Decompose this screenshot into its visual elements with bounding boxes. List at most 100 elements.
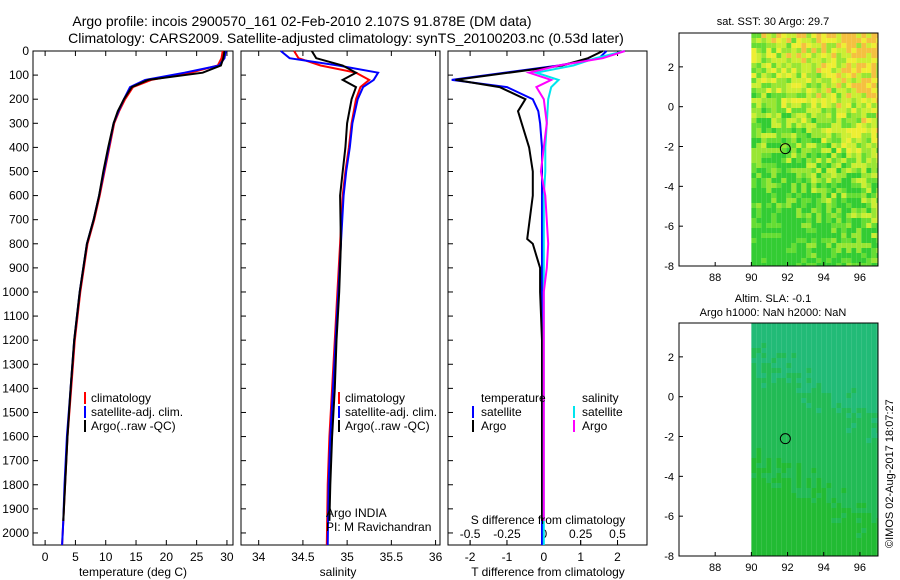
sst-cell [801,128,807,133]
sst-cell [851,98,857,103]
sst-cell [816,248,822,253]
sla-cell [781,368,787,373]
depth-tick-label: 100 [9,68,29,82]
sla-cell [776,428,782,433]
sst-cell [841,158,847,163]
sst-cell [836,118,842,123]
sst-cell [806,233,812,238]
sst-cell [751,33,757,38]
sla-cell [831,383,837,388]
sst-cell [751,113,757,118]
sst-cell [761,198,767,203]
sla-cell [796,423,802,428]
sst-cell [771,63,777,68]
sla-cell [821,458,827,463]
sla-cell [771,548,777,553]
sst-cell [766,83,772,88]
sst-cell [801,213,807,218]
sst-cell [761,173,767,178]
sst-cell [761,183,767,188]
sst-cell [761,133,767,138]
sla-cell [801,488,807,493]
sla-cell [826,448,832,453]
sla-cell [851,473,857,478]
sla-cell [771,418,777,423]
sla-cell [771,353,777,358]
sla-cell [851,548,857,553]
sla-cell [821,403,827,408]
sla-cell [766,448,772,453]
sst-cell [811,118,817,123]
sst-cell [766,188,772,193]
sst-cell [836,173,842,178]
sst-cell [761,48,767,53]
sla-cell [766,398,772,403]
sst-cell [761,258,767,263]
sla-cell [821,513,827,518]
sla-cell [831,543,837,548]
sla-cell [841,528,847,533]
sst-cell [876,133,878,138]
sla-cell [851,353,857,358]
sla-cell [846,438,852,443]
sst-cell [796,68,802,73]
sst-cell [811,63,817,68]
sst-cell [771,253,777,258]
sla-cell [766,488,772,493]
sla-cell [776,453,782,458]
sla-cell [821,363,827,368]
sla-cell [851,438,857,443]
sst-cell [831,173,837,178]
sla-cell [846,408,852,413]
sla-cell [806,458,812,463]
sst-cell [751,38,757,43]
sla-cell [766,473,772,478]
sla-cell [836,513,842,518]
sla-cell [861,398,867,403]
sla-cell [871,403,877,408]
sla-cell [761,513,767,518]
sst-cell [776,133,782,138]
sst-cell [781,178,787,183]
sst-cell [781,188,787,193]
sst-cell [861,78,867,83]
sla-cell [821,413,827,418]
sla-cell [876,323,878,328]
sst-cell [821,128,827,133]
sst-cell [801,163,807,168]
sla-cell [786,513,792,518]
sst-cell [771,173,777,178]
sla-cell [831,348,837,353]
sst-cell [781,243,787,248]
sla-cell [816,458,822,463]
sst-cell [846,253,852,258]
sla-cell [761,333,767,338]
sst-cell [756,48,762,53]
sla-cell [801,393,807,398]
sst-cell [826,178,832,183]
sst-cell [766,263,772,266]
sla-cell [846,493,852,498]
sla-cell [791,538,797,543]
sst-cell [851,43,857,48]
sst-cell [811,153,817,158]
sst-cell [856,58,862,63]
sst-cell [851,63,857,68]
sst-cell [811,148,817,153]
sla-cell [796,483,802,488]
sla-cell [861,363,867,368]
sla-cell [751,378,757,383]
sla-cell [851,498,857,503]
sla-cell [791,448,797,453]
sst-cell [756,133,762,138]
sla-cell [836,458,842,463]
sla-cell [861,488,867,493]
sst-cell [771,248,777,253]
sla-cell [841,548,847,553]
sla-cell [836,503,842,508]
sst-cell [801,53,807,58]
sst-cell [786,73,792,78]
sst-cell [781,228,787,233]
sla-cell [786,458,792,463]
sst-cell [846,113,852,118]
